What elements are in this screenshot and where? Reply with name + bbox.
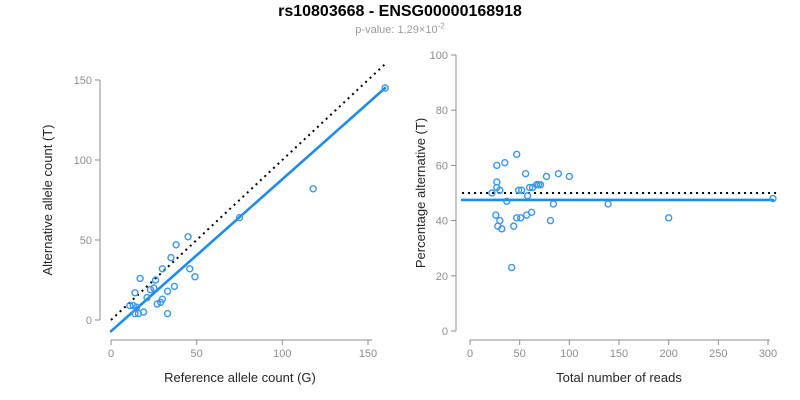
data-point [503, 197, 511, 205]
data-point [381, 84, 389, 92]
data-point [496, 186, 504, 194]
x-tick-label: 50 [514, 348, 526, 360]
data-point [136, 274, 144, 283]
data-point [150, 284, 158, 292]
data-point [769, 194, 777, 203]
data-point [512, 214, 521, 222]
y-tick-label: 0 [442, 326, 448, 338]
y-tick-label: 20 [436, 271, 448, 283]
data-point [132, 303, 141, 311]
data-point [496, 216, 504, 225]
data-point [565, 172, 574, 181]
data-point [525, 183, 534, 192]
data-point [492, 211, 500, 219]
data-point [153, 300, 161, 308]
data-point [508, 263, 516, 272]
data-point [184, 233, 192, 241]
right-plot-x-axis-title: Total number of reads [556, 370, 682, 385]
data-point [170, 282, 179, 291]
data-point [510, 222, 518, 230]
data-point [146, 285, 155, 294]
y-tick-label: 0 [86, 315, 92, 327]
x-tick-label: 200 [659, 348, 677, 360]
left-plot-x-axis-title: Reference allele count (G) [164, 370, 316, 385]
data-point [549, 200, 558, 208]
data-point [158, 295, 167, 303]
fit-line [109, 86, 387, 333]
x-tick-label: 150 [359, 348, 377, 360]
data-point [523, 192, 532, 200]
data-point [163, 309, 172, 318]
y-tick-label: 80 [436, 105, 448, 117]
data-point [163, 287, 172, 295]
data-point [521, 169, 530, 178]
pvalue-text: p-value: 1.29×10 [355, 24, 438, 36]
chart-title: rs10803668 - ENSG00000168918 [278, 3, 522, 20]
data-point [512, 150, 521, 159]
data-point [664, 214, 673, 222]
data-point [542, 172, 551, 181]
right-plot-y-axis-title: Percentage alternative (T) [413, 118, 428, 268]
data-point [527, 208, 536, 217]
data-point [151, 276, 160, 284]
data-point [158, 265, 167, 273]
data-point [514, 186, 523, 194]
data-point [546, 216, 555, 225]
y-tick-label: 100 [74, 155, 92, 167]
y-tick-label: 150 [74, 75, 92, 87]
data-point [235, 213, 244, 222]
data-point [131, 309, 139, 318]
left-scatter-plot: 0 50 100 150 0 50 100 150 [74, 63, 389, 360]
x-tick-label: 100 [273, 348, 291, 360]
data-point [536, 181, 545, 189]
data-point [139, 308, 148, 316]
data-point [517, 186, 526, 194]
data-point [172, 241, 180, 249]
data-point [501, 158, 509, 167]
data-point [167, 253, 175, 262]
x-tick-label: 250 [709, 348, 727, 360]
data-point [604, 200, 612, 208]
pvalue-exponent: -2 [437, 21, 445, 31]
data-point [309, 185, 317, 193]
data-point [498, 225, 506, 233]
data-point [186, 265, 194, 273]
data-point [143, 293, 151, 302]
reference-dotted-line [110, 63, 386, 321]
data-point [488, 189, 496, 197]
y-tick-label: 50 [80, 235, 92, 247]
y-tick-label: 40 [436, 216, 448, 228]
data-point [129, 301, 137, 310]
data-point [126, 301, 134, 310]
data-point [493, 161, 501, 170]
data-point [131, 289, 139, 297]
x-tick-label: 50 [191, 348, 203, 360]
x-tick-label: 100 [560, 348, 578, 360]
y-tick-label: 60 [436, 160, 448, 172]
data-point [191, 273, 199, 281]
data-point [516, 214, 525, 222]
data-point [554, 169, 563, 178]
x-tick-label: 0 [467, 348, 473, 360]
x-tick-label: 300 [759, 348, 777, 360]
x-tick-label: 150 [610, 348, 628, 360]
y-tick-label: 100 [430, 50, 448, 62]
left-plot-y-axis-title: Alternative allele count (T) [40, 124, 55, 275]
x-tick-label: 0 [108, 348, 114, 360]
chart-subtitle: p-value: 1.29×10-2 [0, 21, 800, 36]
right-scatter-plot: 0 50 100 150 200 250 300 0 20 40 60 80 100 [430, 50, 778, 360]
